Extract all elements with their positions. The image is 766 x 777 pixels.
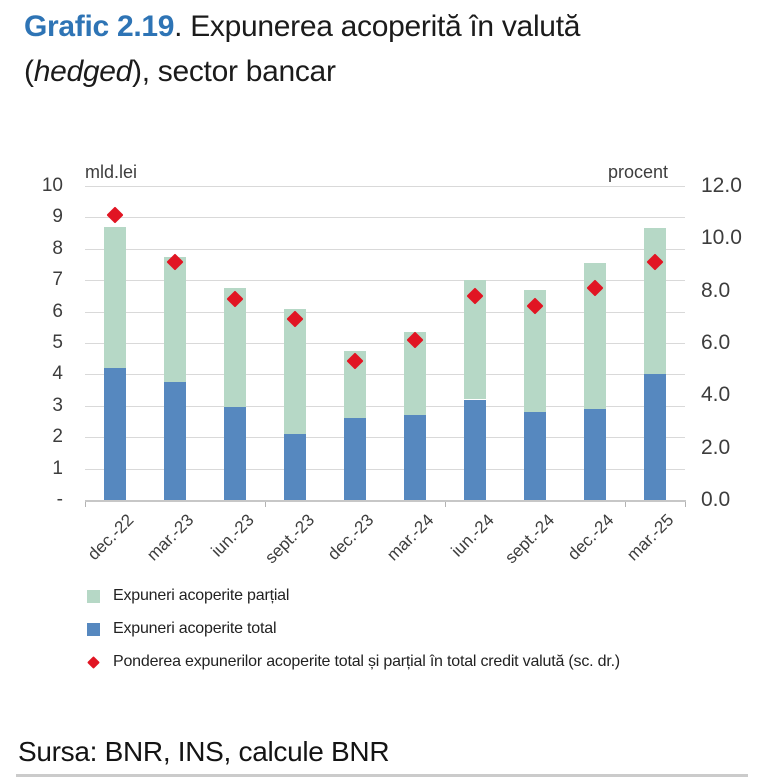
legend-item: Ponderea expunerilor acoperite total și … [87, 652, 620, 672]
legend-item: Expuneri acoperite parțial [87, 586, 289, 606]
figure-title-line2: (hedged), sector bancar [24, 49, 580, 94]
legend-label: Expuneri acoperite total [113, 620, 277, 637]
bar-segment-partial [644, 228, 666, 375]
legend-item: Expuneri acoperite total [87, 619, 277, 639]
gridline [85, 437, 685, 439]
y-axis-label: 5 [52, 332, 63, 353]
x-axis-tick [85, 502, 86, 507]
paren-open: ( [24, 55, 34, 88]
gridline [85, 468, 685, 470]
bar-segment-total [224, 407, 246, 500]
legend-label: Expuneri acoperite parțial [113, 587, 290, 604]
bar-segment-total [344, 418, 366, 500]
x-axis-label: mar.-24 [383, 510, 438, 565]
x-axis-label: iun.-24 [447, 510, 498, 561]
figure-title: Grafic 2.19. Expunerea acoperită în valu… [24, 4, 580, 94]
gridline [85, 405, 685, 407]
legend-diamond-icon [87, 655, 100, 669]
gridline [85, 248, 685, 250]
y-axis-label: 1 [52, 457, 63, 479]
y-axis-label: 10 [41, 175, 63, 196]
bar-segment-partial [284, 308, 306, 435]
y-axis-label: 2 [52, 426, 63, 448]
bar-segment-total [284, 434, 306, 500]
bar-segment-total [104, 368, 126, 500]
bar-segment-partial [584, 262, 606, 409]
gridline [85, 186, 685, 187]
figure-title-text: . Expunerea acoperită în valută [174, 10, 581, 43]
y-axis-label: - [56, 489, 63, 510]
bar-segment-partial [464, 280, 486, 400]
diamond-marker [106, 206, 124, 224]
y-axis-label: 8 [52, 237, 63, 259]
gridline [85, 343, 685, 344]
gridline [85, 374, 685, 376]
bar-segment-total [644, 374, 666, 500]
y2-axis-label: 6.0 [701, 331, 731, 354]
left-axis-title: mld.lei [85, 162, 138, 182]
x-axis-label: mar.-25 [623, 510, 678, 565]
right-axis-title: procent [607, 162, 668, 182]
figure-title-line2-rest: ), sector bancar [132, 55, 336, 88]
bar-segment-partial [104, 226, 126, 369]
figure-title-line1: Grafic 2.19. Expunerea acoperită în valu… [24, 4, 580, 49]
figure-title-italic: hedged [33, 55, 133, 88]
y-axis-label: 3 [52, 394, 63, 416]
bar-segment-partial [224, 288, 246, 408]
bar-segment-partial [164, 256, 186, 383]
x-axis-label: dec.-24 [564, 510, 618, 564]
page-divider [16, 774, 748, 777]
legend-swatch-icon [87, 622, 100, 636]
y-axis-label: 4 [52, 363, 63, 385]
y2-axis-label: 0.0 [701, 488, 731, 511]
gridline [85, 280, 685, 282]
bar-segment-partial [404, 332, 426, 416]
legend-label: Ponderea expunerilor acoperite total și … [113, 653, 620, 670]
y2-axis-label: 2.0 [701, 435, 731, 459]
bar-segment-total [164, 382, 186, 501]
y2-axis-label: 12.0 [701, 174, 742, 197]
gridline [85, 217, 685, 219]
x-axis-label: iun.-23 [207, 510, 258, 561]
legend-marker [87, 655, 100, 669]
bar-segment-total [584, 408, 606, 500]
legend-swatch-icon [87, 589, 100, 603]
y2-axis-label: 10.0 [701, 226, 742, 250]
y-axis-label: 6 [52, 300, 63, 322]
x-axis-label: sept.-24 [500, 510, 558, 568]
x-axis-tick [685, 502, 686, 507]
source-note: Sursa: BNR, INS, calcule BNR [18, 736, 390, 767]
y2-axis-label: 4.0 [701, 383, 731, 407]
gridline [85, 311, 685, 313]
x-axis-tick [625, 502, 626, 507]
bar-segment-total [404, 415, 426, 500]
x-axis-label: sept.-23 [260, 510, 318, 568]
bar-segment-partial [344, 350, 366, 419]
y2-axis-label: 8.0 [701, 278, 731, 302]
x-axis-label: dec.-22 [84, 510, 138, 564]
bar-segment-total [524, 412, 546, 500]
x-axis-label: dec.-23 [324, 510, 378, 564]
x-axis-line [85, 500, 686, 502]
bar-segment-partial [524, 289, 546, 413]
figure-number: Grafic 2.19 [24, 10, 175, 43]
y-axis-label: 9 [52, 206, 63, 228]
y-axis-label: 7 [52, 269, 63, 291]
bar-segment-total [464, 399, 486, 500]
x-axis-tick [445, 502, 446, 507]
x-axis-label: mar.-23 [143, 510, 198, 565]
x-axis-tick [265, 502, 266, 507]
